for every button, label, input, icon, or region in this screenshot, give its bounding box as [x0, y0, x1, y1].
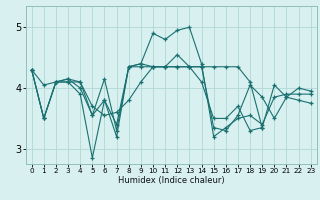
X-axis label: Humidex (Indice chaleur): Humidex (Indice chaleur) [118, 176, 225, 185]
